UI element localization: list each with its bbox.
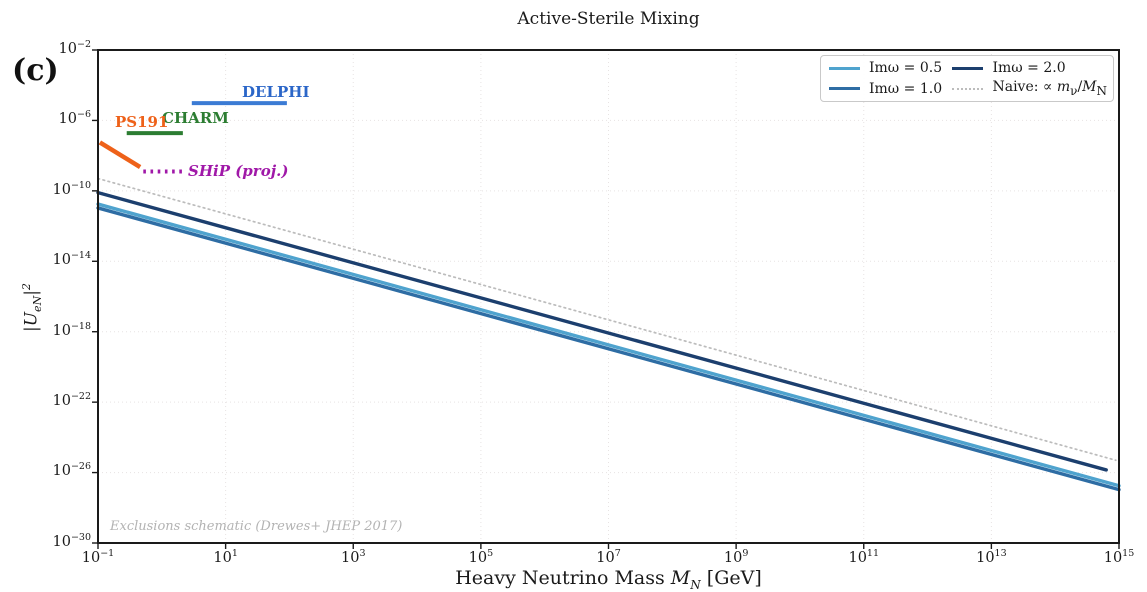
exclusion-label-ps191: PS191 [115, 113, 169, 131]
legend-item-1: Imω = 1.0 [829, 79, 942, 100]
x-tick-label: 1013 [976, 548, 1007, 566]
legend-label: Naive: ∝ mν/MN [992, 79, 1107, 99]
legend-label: Imω = 1.0 [869, 80, 943, 97]
legend-swatch [952, 87, 984, 90]
y-tick-label: 10−22 [52, 391, 91, 409]
legend-item-3: Naive: ∝ mν/MN [952, 79, 1107, 100]
y-tick-label: 10−18 [52, 320, 91, 339]
legend-item-2: Imω = 2.0 [952, 58, 1107, 79]
legend-label: Imω = 0.5 [869, 60, 943, 77]
legend-swatch [952, 66, 984, 70]
legend-label: Imω = 2.0 [992, 60, 1066, 77]
exclusion-label-charm: CHARM [162, 109, 229, 127]
y-tick-label: 10−10 [52, 179, 91, 198]
x-tick-label: 103 [341, 548, 366, 566]
series-line [96, 190, 1108, 472]
exclusion-label-delphi: DELPHI [242, 83, 310, 101]
legend-swatch [829, 87, 860, 91]
legend: Imω = 0.5 Imω = 1.0 Imω = 2.0 Naive: ∝ mν/M… [820, 55, 1114, 102]
y-tick-label: 10−26 [52, 461, 91, 480]
exclusion-label-ship-proj-: SHiP (proj.) [188, 162, 289, 180]
x-tick-label: 1015 [1103, 548, 1135, 566]
chart-title: Active-Sterile Mixing [517, 9, 700, 29]
y-tick-label: 10−30 [52, 532, 91, 550]
x-tick-label: 105 [468, 548, 494, 566]
legend-swatch [829, 66, 860, 70]
plot-border [97, 49, 1120, 544]
series-line [96, 206, 1121, 492]
series-line [97, 177, 1117, 462]
exclusion-line-ps191 [98, 140, 142, 170]
x-tick-label: 10−1 [81, 548, 115, 566]
legend-item-0: Imω = 0.5 [829, 58, 942, 79]
x-tick-label: 101 [213, 548, 238, 566]
y-tick-label: 10−2 [58, 39, 91, 57]
source-annotation: Exclusions schematic (Drewes+ JHEP 2017) [110, 519, 403, 534]
y-tick-label: 10−6 [58, 109, 91, 128]
x-tick-label: 109 [723, 548, 749, 566]
series-line [96, 202, 1121, 488]
y-tick-label: 10−14 [52, 250, 91, 269]
x-axis-label: Heavy Neutrino Mass MN [GeV] [455, 567, 762, 592]
panel-label: (c) [12, 53, 59, 88]
x-tick-label: 107 [596, 548, 621, 566]
x-tick-label: 1011 [848, 548, 880, 566]
